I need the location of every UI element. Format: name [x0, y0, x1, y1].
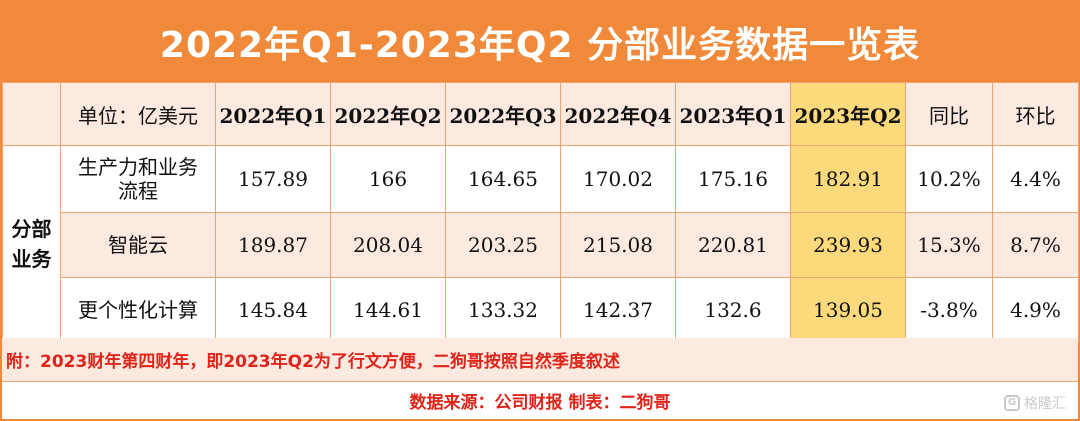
col-header-2023q1: 2023年Q1: [675, 82, 791, 146]
cell-value-qoq: 8.7%: [992, 212, 1079, 278]
row-name: 生产力和业务 流程: [60, 145, 216, 213]
row-name-line-1: 生产力和业务: [78, 155, 198, 179]
cell-value: 215.08: [560, 212, 676, 278]
row-name: 更个性化计算: [60, 277, 216, 343]
col-header-2022q4: 2022年Q4: [560, 82, 676, 146]
watermark-logo-icon: G: [1004, 395, 1020, 411]
segment-group-label: 分部 业务: [2, 145, 61, 343]
col-header-2022q1: 2022年Q1: [215, 82, 331, 146]
cell-value: 208.04: [330, 212, 446, 278]
cell-value: 145.84: [215, 277, 331, 343]
cell-value: 203.25: [445, 212, 561, 278]
col-header-yoy: 同比: [905, 82, 993, 146]
segment-group-line-1: 分部: [11, 217, 52, 241]
cell-value: 157.89: [215, 145, 331, 213]
cell-value: 175.16: [675, 145, 791, 213]
watermark-text: 格隆汇: [1024, 396, 1066, 412]
table-title: 2022年Q1-2023年Q2 分部业务数据一览表: [2, 2, 1078, 82]
col-header-2023q2: 2023年Q2: [790, 82, 906, 146]
cell-value-highlight: 239.93: [790, 212, 906, 278]
cell-value-highlight: 182.91: [790, 145, 906, 213]
header-row: 单位：亿美元 2022年Q1 2022年Q2 2022年Q3 2022年Q4 2…: [2, 82, 1079, 146]
unit-label: 单位：亿美元: [60, 82, 216, 146]
footnote: 附：2023财年第四财年，即2023年Q2为了行文方便，二狗哥按照自然季度叙述: [2, 338, 1078, 382]
col-header-qoq: 环比: [992, 82, 1079, 146]
col-header-2022q3: 2022年Q3: [445, 82, 561, 146]
cell-value: 132.6: [675, 277, 791, 343]
cell-value-qoq: 4.9%: [992, 277, 1079, 343]
table-row: 分部 业务 生产力和业务 流程 157.89 166 164.65 170.02…: [2, 145, 1079, 343]
corner-cell: [2, 82, 61, 146]
cell-value: 144.61: [330, 277, 446, 343]
cell-value-yoy: -3.8%: [905, 277, 993, 343]
cell-value: 164.65: [445, 145, 561, 213]
cell-value: 170.02: [560, 145, 676, 213]
segment-data-table: 单位：亿美元 2022年Q1 2022年Q2 2022年Q3 2022年Q4 2…: [2, 82, 1079, 343]
cell-value: 166: [330, 145, 446, 213]
cell-value: 220.81: [675, 212, 791, 278]
row-name-line-2: 流程: [118, 179, 158, 203]
row-name: 智能云: [60, 212, 216, 278]
table-row: 智能云 189.87 208.04 203.25 215.08 220.81 2…: [3, 212, 1079, 278]
source-credit: 数据来源：公司财报 制表：二狗哥: [409, 393, 671, 413]
cell-value: 189.87: [215, 212, 331, 278]
cell-value-yoy: 10.2%: [905, 145, 993, 213]
col-header-2022q2: 2022年Q2: [330, 82, 446, 146]
cell-value: 133.32: [445, 277, 561, 343]
cell-value-highlight: 139.05: [790, 277, 906, 343]
cell-value-qoq: 4.4%: [992, 145, 1079, 213]
segment-group-line-2: 业务: [11, 247, 52, 271]
watermark: G 格隆汇: [1004, 393, 1066, 413]
table-row: 更个性化计算 145.84 144.61 133.32 142.37 132.6…: [3, 277, 1079, 343]
cell-value-yoy: 15.3%: [905, 212, 993, 278]
cell-value: 142.37: [560, 277, 676, 343]
